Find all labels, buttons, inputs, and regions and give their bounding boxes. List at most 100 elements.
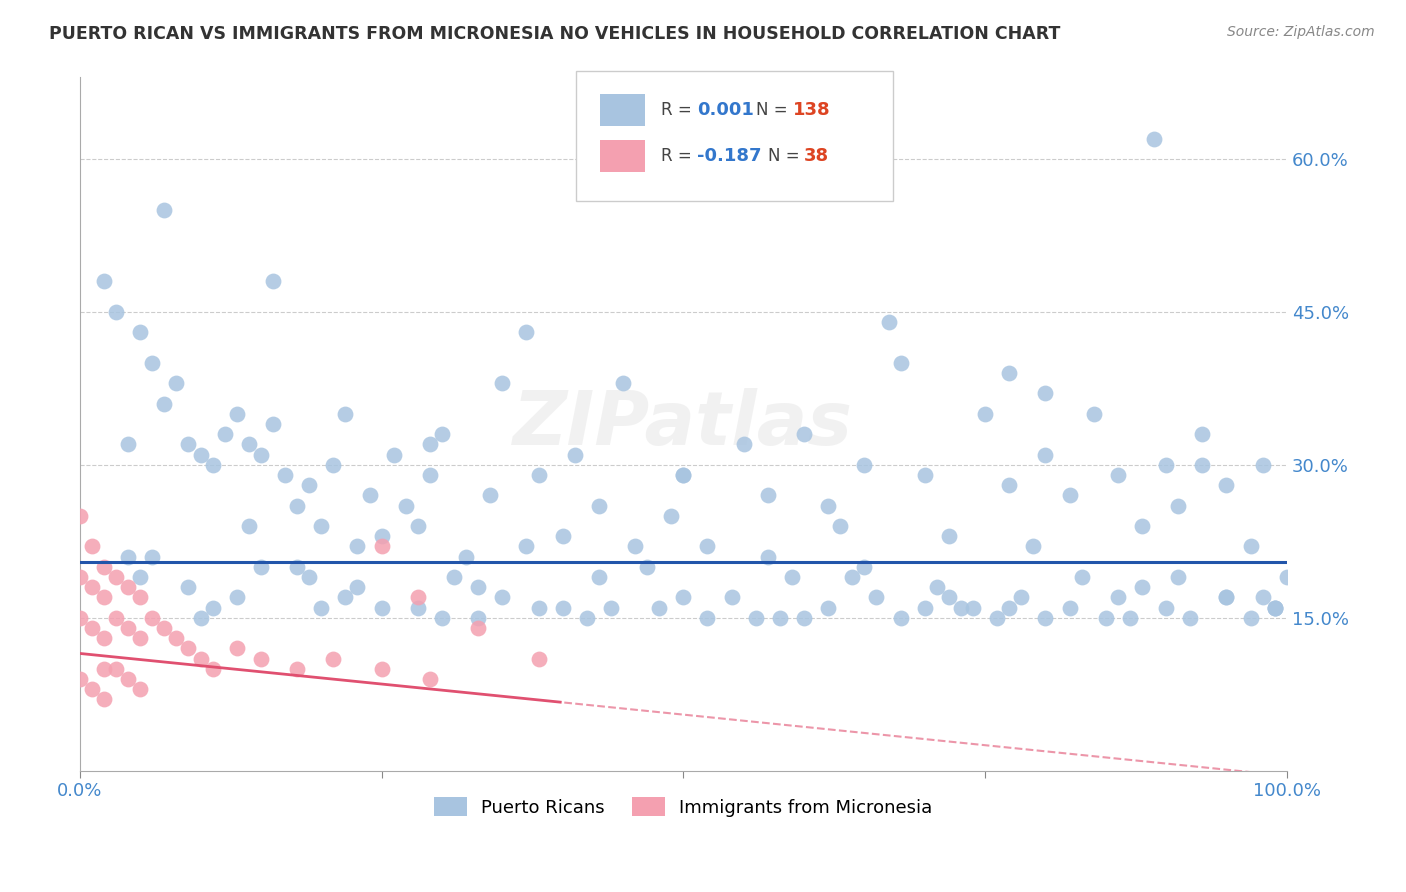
Point (346, 580, 368, 594)
Point (527, 468, 550, 483)
Point (238, 437, 260, 451)
Point (419, 437, 441, 451)
Point (190, 651, 212, 665)
Point (938, 529, 960, 543)
Point (551, 529, 574, 543)
Point (80, 580, 103, 594)
Text: R =: R = (661, 147, 697, 165)
Point (1264, 600, 1286, 615)
Point (612, 376, 634, 391)
Point (720, 591, 742, 605)
Point (69, 508, 91, 523)
Point (1191, 427, 1213, 442)
Point (853, 458, 876, 472)
Point (962, 600, 984, 615)
Point (117, 549, 139, 564)
Point (129, 631, 152, 645)
Text: 38: 38 (804, 147, 830, 165)
Point (153, 621, 176, 635)
Point (201, 458, 224, 472)
Point (1130, 519, 1153, 533)
Point (322, 458, 344, 472)
Text: PUERTO RICAN VS IMMIGRANTS FROM MICRONESIA NO VEHICLES IN HOUSEHOLD CORRELATION : PUERTO RICAN VS IMMIGRANTS FROM MICRONES… (49, 25, 1060, 43)
Point (1167, 499, 1189, 513)
Point (141, 356, 163, 370)
Point (890, 356, 912, 370)
Point (600, 600, 623, 615)
Point (406, 600, 429, 615)
Point (998, 366, 1021, 380)
Text: Source: ZipAtlas.com: Source: ZipAtlas.com (1227, 25, 1375, 39)
Text: ZIPatlas: ZIPatlas (513, 387, 853, 460)
Point (430, 427, 453, 442)
Point (1251, 458, 1274, 472)
Point (998, 478, 1021, 492)
Point (1035, 611, 1057, 625)
Point (406, 591, 429, 605)
Point (1130, 580, 1153, 594)
Point (1264, 600, 1286, 615)
Point (575, 611, 598, 625)
Point (914, 600, 936, 615)
Point (1035, 448, 1057, 462)
Point (80, 621, 103, 635)
Point (1154, 600, 1177, 615)
Point (80, 682, 103, 697)
Point (370, 600, 392, 615)
Point (456, 549, 478, 564)
Point (190, 611, 212, 625)
Point (769, 611, 792, 625)
Text: 138: 138 (793, 101, 831, 119)
Point (865, 591, 887, 605)
Point (1143, 131, 1166, 145)
Point (177, 437, 200, 451)
Point (141, 611, 163, 625)
Point (636, 559, 658, 574)
Point (467, 580, 489, 594)
Point (117, 672, 139, 686)
Point (756, 549, 779, 564)
Point (443, 570, 465, 584)
Point (105, 611, 128, 625)
Point (153, 202, 176, 217)
Point (129, 682, 152, 697)
Point (551, 600, 574, 615)
Point (780, 570, 803, 584)
Point (925, 580, 948, 594)
Point (914, 468, 936, 483)
Point (659, 508, 682, 523)
Point (527, 600, 550, 615)
Point (877, 315, 900, 329)
Point (274, 468, 297, 483)
Text: -0.187: -0.187 (697, 147, 762, 165)
Point (93, 662, 115, 676)
Point (1059, 488, 1081, 502)
Point (298, 570, 321, 584)
Point (309, 600, 332, 615)
Point (141, 549, 163, 564)
Point (419, 468, 441, 483)
Point (225, 641, 247, 656)
Point (117, 621, 139, 635)
Point (1239, 611, 1261, 625)
Point (201, 600, 224, 615)
Point (1107, 591, 1129, 605)
Point (93, 274, 115, 288)
Point (359, 488, 381, 502)
Point (756, 488, 779, 502)
Point (938, 591, 960, 605)
Point (648, 600, 671, 615)
Point (250, 448, 273, 462)
Point (129, 591, 152, 605)
Point (1215, 478, 1237, 492)
Point (93, 559, 115, 574)
Point (949, 600, 972, 615)
Point (1180, 611, 1202, 625)
Point (817, 499, 839, 513)
Point (672, 468, 695, 483)
Point (225, 407, 247, 421)
Point (1264, 600, 1286, 615)
Point (93, 631, 115, 645)
Point (105, 662, 128, 676)
Point (285, 662, 308, 676)
